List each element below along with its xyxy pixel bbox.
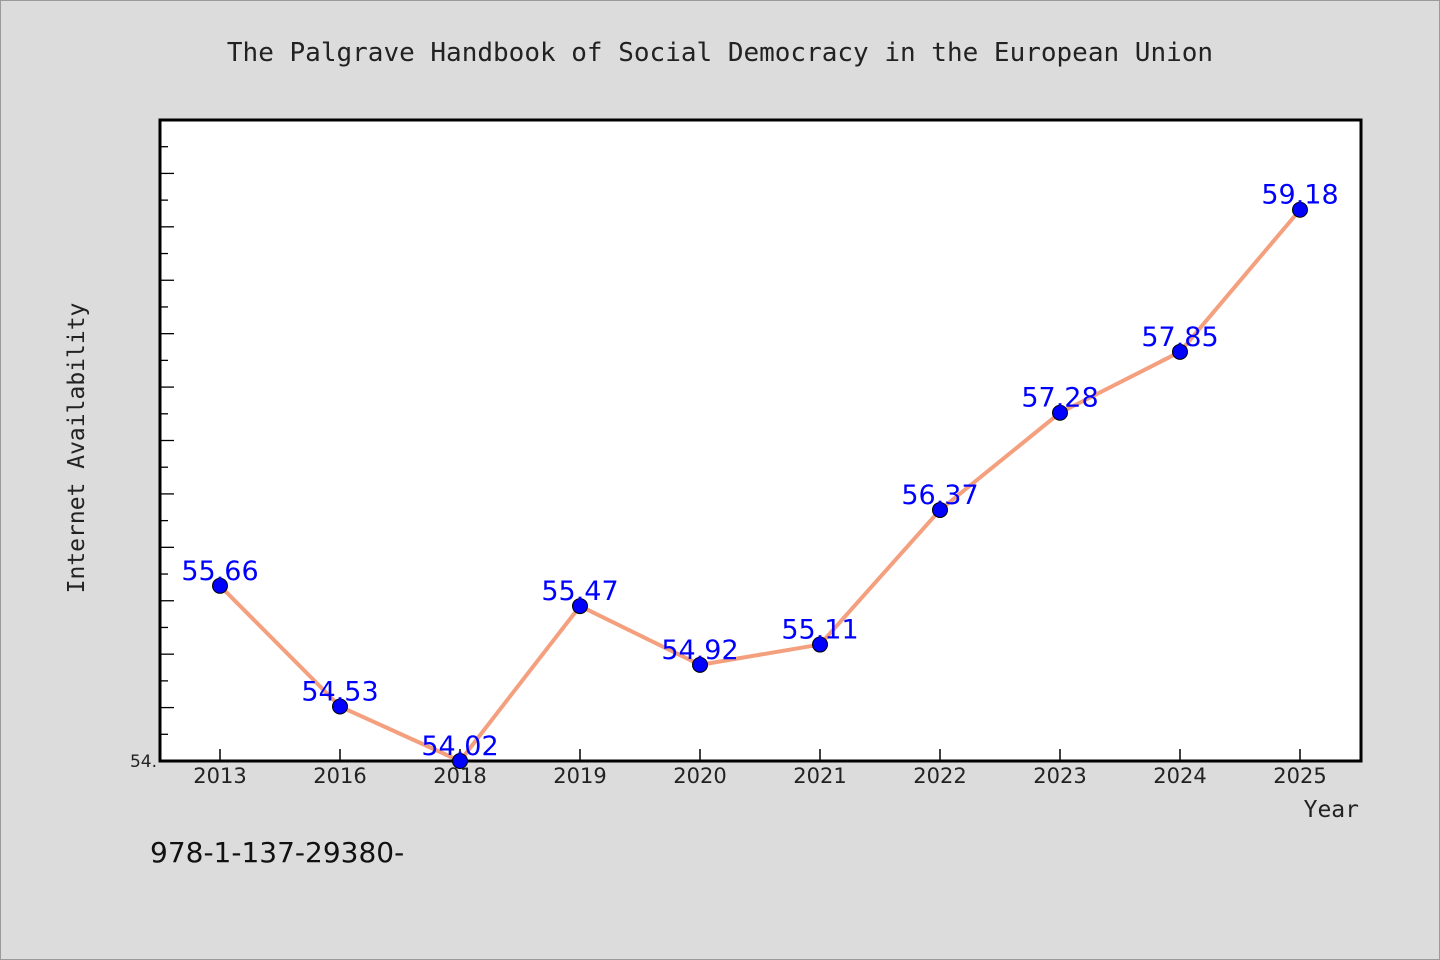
x-tick-label: 2019 <box>553 764 606 788</box>
plot-area <box>158 118 1363 763</box>
series-line <box>218 207 1302 763</box>
data-point <box>1172 343 1188 360</box>
data-point <box>212 577 228 594</box>
chart-title: The Palgrave Handbook of Social Democrac… <box>227 38 1213 68</box>
data-label: 57.85 <box>1141 322 1218 353</box>
data-point <box>692 656 708 673</box>
y-tick-label: 54. <box>130 752 157 772</box>
series-markers <box>212 201 1308 769</box>
data-label: 54.53 <box>301 677 378 708</box>
data-point <box>572 598 588 615</box>
x-tick-label: 2013 <box>193 764 246 788</box>
x-tick-label: 2024 <box>1153 764 1206 788</box>
x-axis-label: Year <box>1304 797 1359 823</box>
data-label: 54.92 <box>661 635 738 666</box>
x-tick-label: 2021 <box>793 764 846 788</box>
data-point <box>812 636 828 653</box>
x-tick-label: 2023 <box>1033 764 1086 788</box>
x-tick-label: 2016 <box>313 764 366 788</box>
data-label: 54.02 <box>421 731 498 762</box>
x-tick-label: 2020 <box>673 764 726 788</box>
data-label: 55.47 <box>541 576 618 607</box>
data-labels: 55.66 54.53 54.02 55.47 54.92 55.11 56.37 57.28… <box>181 180 1338 762</box>
data-label: 59.18 <box>1261 180 1338 211</box>
data-label: 55.11 <box>781 615 858 646</box>
x-tick-label: 2025 <box>1273 764 1326 788</box>
data-label: 57.28 <box>1021 383 1098 414</box>
data-label: 55.66 <box>181 556 258 587</box>
data-point <box>1052 404 1068 421</box>
data-point <box>932 501 948 518</box>
y-axis-label: Internet Availability <box>64 303 90 594</box>
data-point <box>332 698 348 715</box>
data-label: 56.37 <box>901 480 978 511</box>
y-axis-ticks <box>160 119 174 735</box>
x-axis-ticks: 2013 2016 2018 2019 2020 2021 2022 2023 2024 2025 <box>193 749 1327 788</box>
footer-text: 978-1-137-29380- <box>150 836 404 869</box>
x-tick-label: 2022 <box>913 764 966 788</box>
data-point <box>452 753 468 769</box>
data-point <box>1292 201 1308 218</box>
